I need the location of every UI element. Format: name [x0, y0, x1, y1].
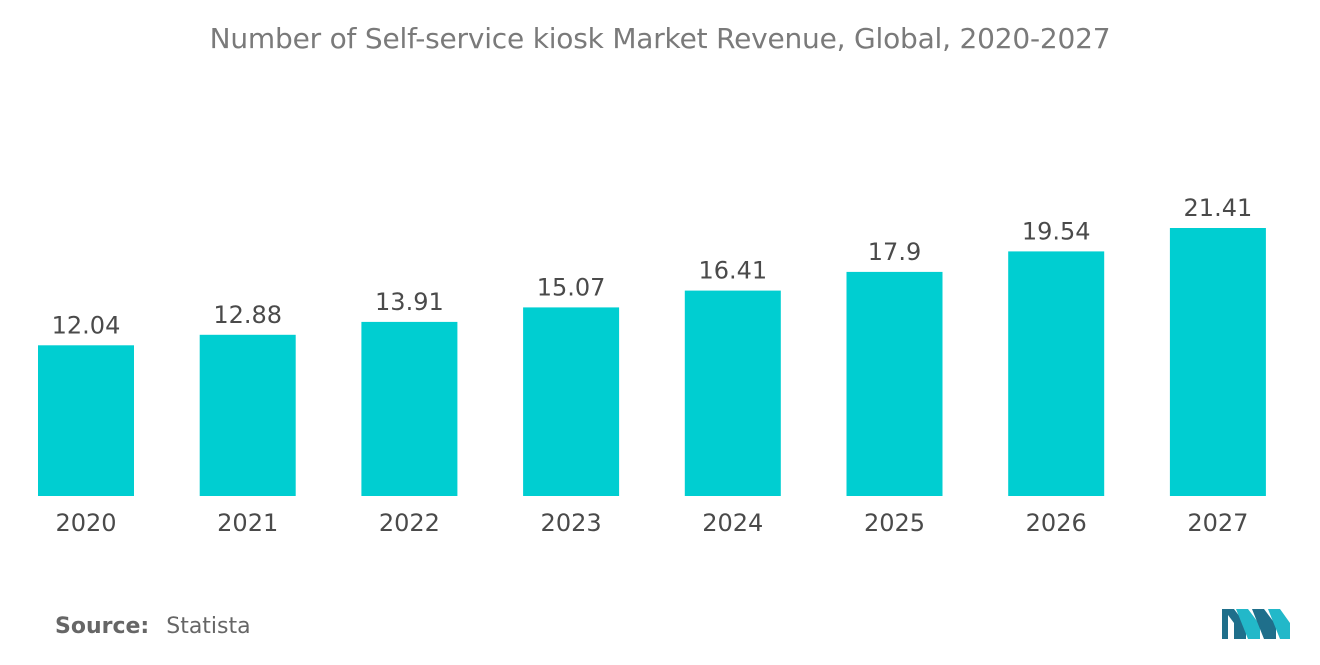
- bar-2021: [199, 334, 296, 496]
- data-label-2021: 12.88: [213, 301, 282, 329]
- data-label-2025: 17.9: [868, 238, 921, 266]
- x-tick-label-2026: 2026: [1026, 509, 1087, 537]
- bar-2024: [684, 290, 781, 496]
- source-value: Statista: [166, 614, 251, 639]
- bar-2026: [1008, 251, 1105, 496]
- data-label-2024: 16.41: [698, 257, 767, 285]
- data-label-2023: 15.07: [537, 273, 606, 301]
- bar-2020: [38, 345, 134, 496]
- data-label-2027: 21.41: [1184, 194, 1253, 222]
- x-tick-label-2025: 2025: [864, 509, 925, 537]
- source-footer: Source: Statista: [55, 614, 251, 639]
- bar-2023: [523, 307, 620, 496]
- bar-2025: [846, 271, 943, 496]
- x-tick-label-2024: 2024: [702, 509, 763, 537]
- value-labels-group: 12.04 12.88 13.91 15.07 16.41 17.9 19.54 21.41: [52, 194, 1253, 339]
- mordor-intelligence-logo-icon: [1222, 609, 1290, 639]
- x-tick-label-2022: 2022: [379, 509, 440, 537]
- source-label: Source:: [55, 614, 150, 639]
- x-axis-tick-labels: 2020 2021 2022 2023 2024 2025 2026 2027: [55, 509, 1248, 537]
- bar-2027: [1169, 228, 1266, 496]
- x-tick-label-2020: 2020: [55, 509, 116, 537]
- chart-title: Number of Self-service kiosk Market Reve…: [209, 22, 1111, 55]
- data-label-2020: 12.04: [52, 311, 121, 339]
- x-tick-label-2023: 2023: [541, 509, 602, 537]
- bar-2022: [361, 321, 458, 496]
- x-tick-label-2027: 2027: [1187, 509, 1248, 537]
- x-tick-label-2021: 2021: [217, 509, 278, 537]
- bars-group: [38, 228, 1266, 496]
- data-label-2022: 13.91: [375, 288, 444, 316]
- data-label-2026: 19.54: [1022, 217, 1091, 245]
